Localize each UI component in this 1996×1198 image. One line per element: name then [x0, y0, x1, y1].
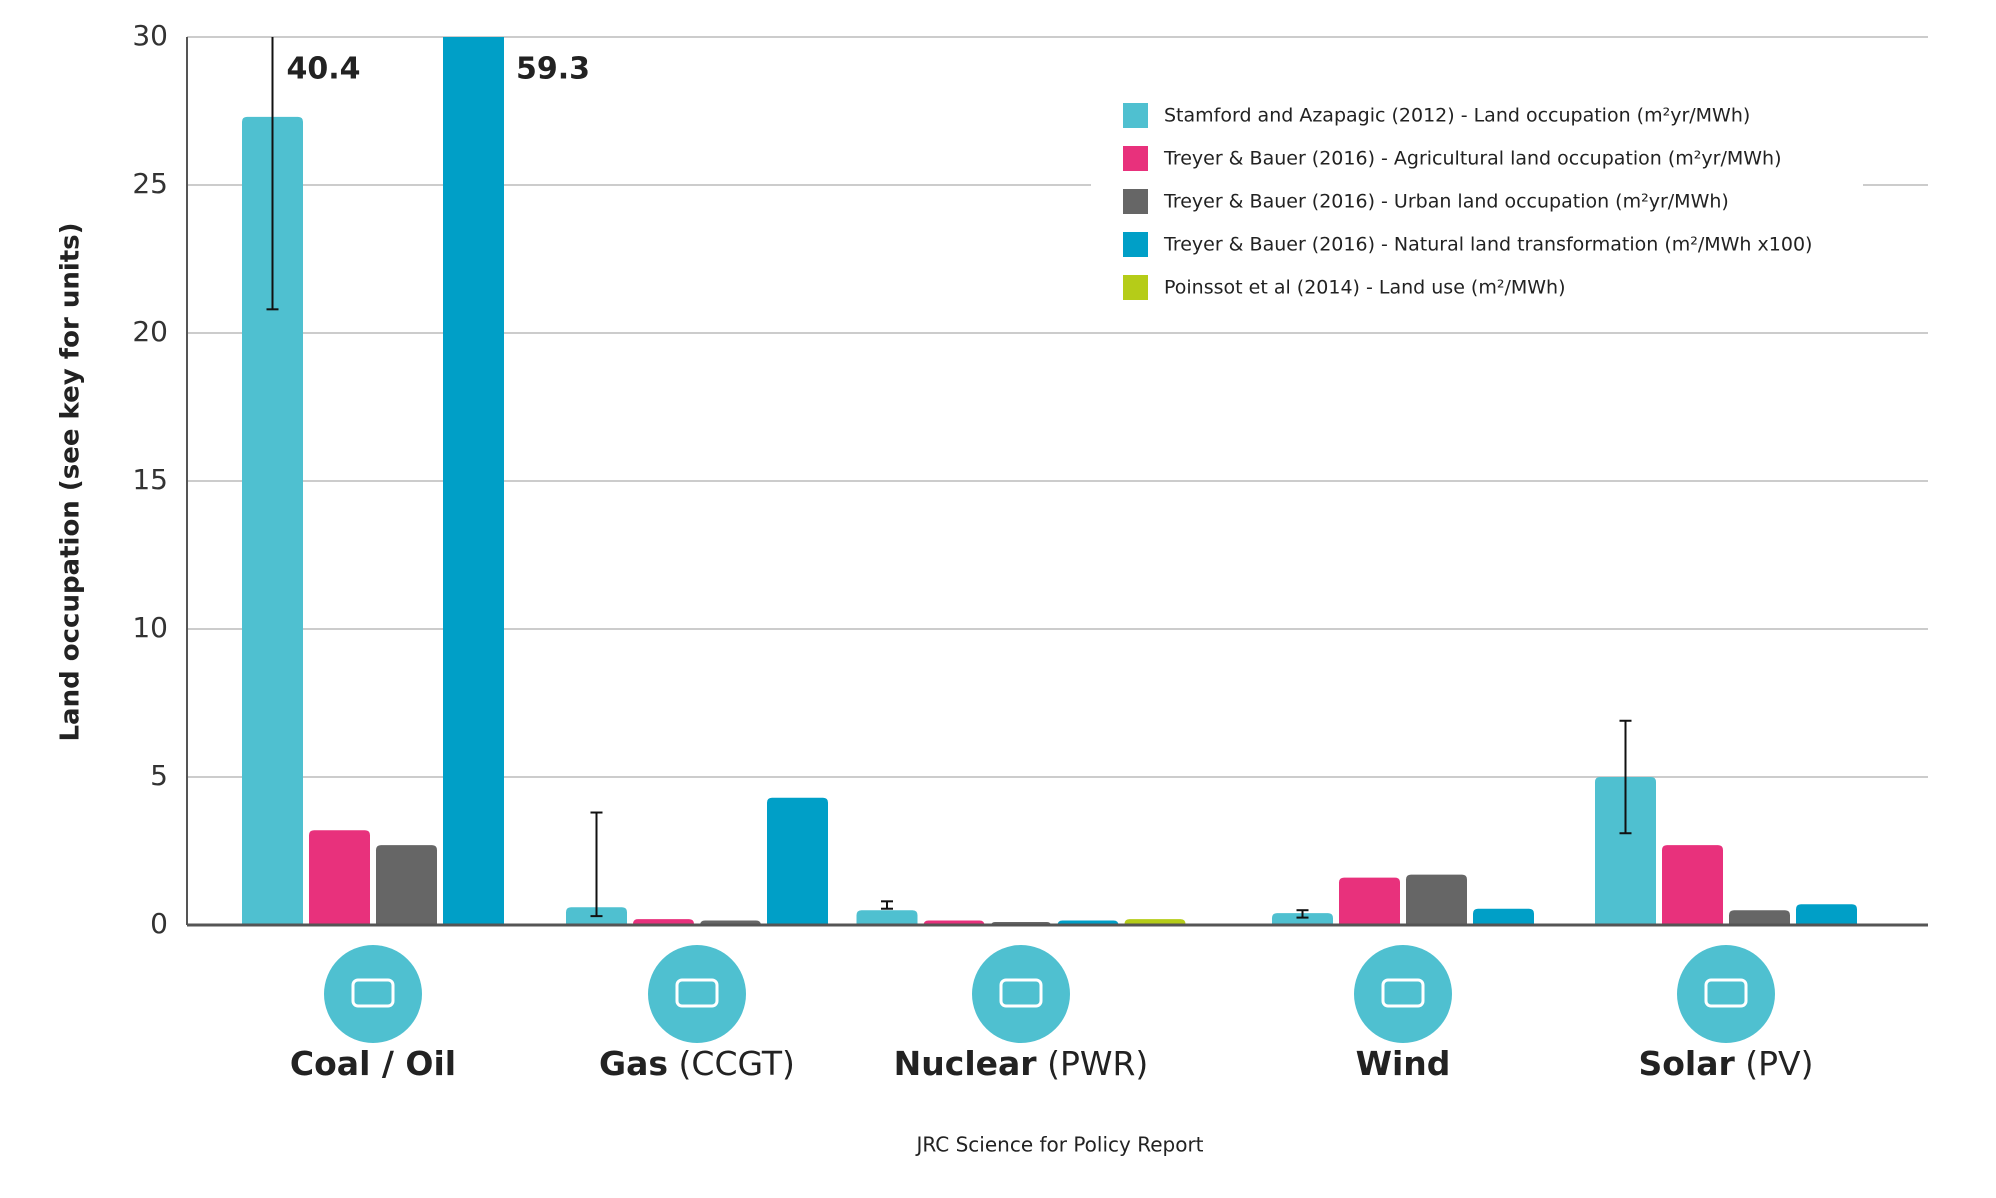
y-tick-label: 0	[150, 907, 168, 940]
category-label: Nuclear (PWR)	[894, 1044, 1149, 1083]
y-tick-label: 10	[132, 611, 168, 644]
category-icon	[324, 945, 422, 1043]
category-name: Coal / Oil	[290, 1044, 456, 1083]
icon-detail	[675, 978, 719, 1008]
category-label: Solar (PV)	[1638, 1044, 1813, 1083]
bar	[1729, 910, 1790, 925]
y-tick-label: 20	[132, 315, 168, 348]
bar	[856, 910, 918, 925]
y-tick-label: 15	[132, 463, 168, 496]
y-tick-label: 5	[150, 759, 168, 792]
bar	[242, 116, 303, 925]
legend-swatch	[1123, 189, 1148, 214]
category-label: Wind	[1356, 1044, 1451, 1083]
bar	[1473, 908, 1534, 925]
category-name: Nuclear	[894, 1044, 1038, 1083]
bar	[1406, 874, 1467, 925]
category-icon	[648, 945, 746, 1043]
legend-label: Treyer & Bauer (2016) - Agricultural lan…	[1163, 148, 1781, 170]
bar	[309, 830, 370, 925]
legend-swatch	[1123, 275, 1148, 300]
legend-label: Poinssot et al (2014) - Land use (m²/MWh…	[1164, 277, 1566, 299]
value-label: 59.3	[516, 52, 590, 87]
value-label: 40.4	[287, 52, 361, 87]
category-detail: (PV)	[1745, 1044, 1813, 1083]
y-axis-label: Land occupation (see key for units)	[56, 222, 86, 741]
legend-label: Treyer & Bauer (2016) - Urban land occup…	[1163, 191, 1729, 213]
bar	[1339, 877, 1400, 925]
category-label: Gas (CCGT)	[599, 1044, 795, 1083]
icon-detail	[999, 978, 1043, 1008]
category-icon	[1354, 945, 1452, 1043]
bar	[376, 845, 437, 925]
category-detail: (PWR)	[1047, 1044, 1148, 1083]
plot-area	[242, 37, 1857, 925]
category-name: Gas	[599, 1044, 668, 1083]
bar	[1662, 845, 1723, 925]
y-tick-label: 30	[132, 19, 168, 52]
source: JRC Science for Policy Report	[914, 1133, 1203, 1157]
category-detail: (CCGT)	[679, 1044, 795, 1083]
legend-swatch	[1123, 103, 1148, 128]
bar	[1272, 913, 1333, 925]
category-icon	[1677, 945, 1775, 1043]
category-name: Wind	[1356, 1044, 1451, 1083]
icon-detail	[1381, 978, 1425, 1008]
bar	[443, 37, 504, 925]
category-name: Solar	[1638, 1044, 1735, 1083]
category-label: Coal / Oil	[290, 1044, 456, 1083]
bar	[1796, 904, 1857, 925]
legend-label: Stamford and Azapagic (2012) - Land occu…	[1164, 105, 1750, 127]
y-tick-label: 25	[132, 167, 168, 200]
legend-label: Treyer & Bauer (2016) - Natural land tra…	[1163, 234, 1812, 256]
bar	[767, 797, 828, 925]
icon-detail	[351, 978, 395, 1008]
icon-detail	[1704, 978, 1748, 1008]
bar	[1595, 777, 1656, 925]
category-icon	[972, 945, 1070, 1043]
legend-swatch	[1123, 232, 1148, 257]
legend-swatch	[1123, 146, 1148, 171]
